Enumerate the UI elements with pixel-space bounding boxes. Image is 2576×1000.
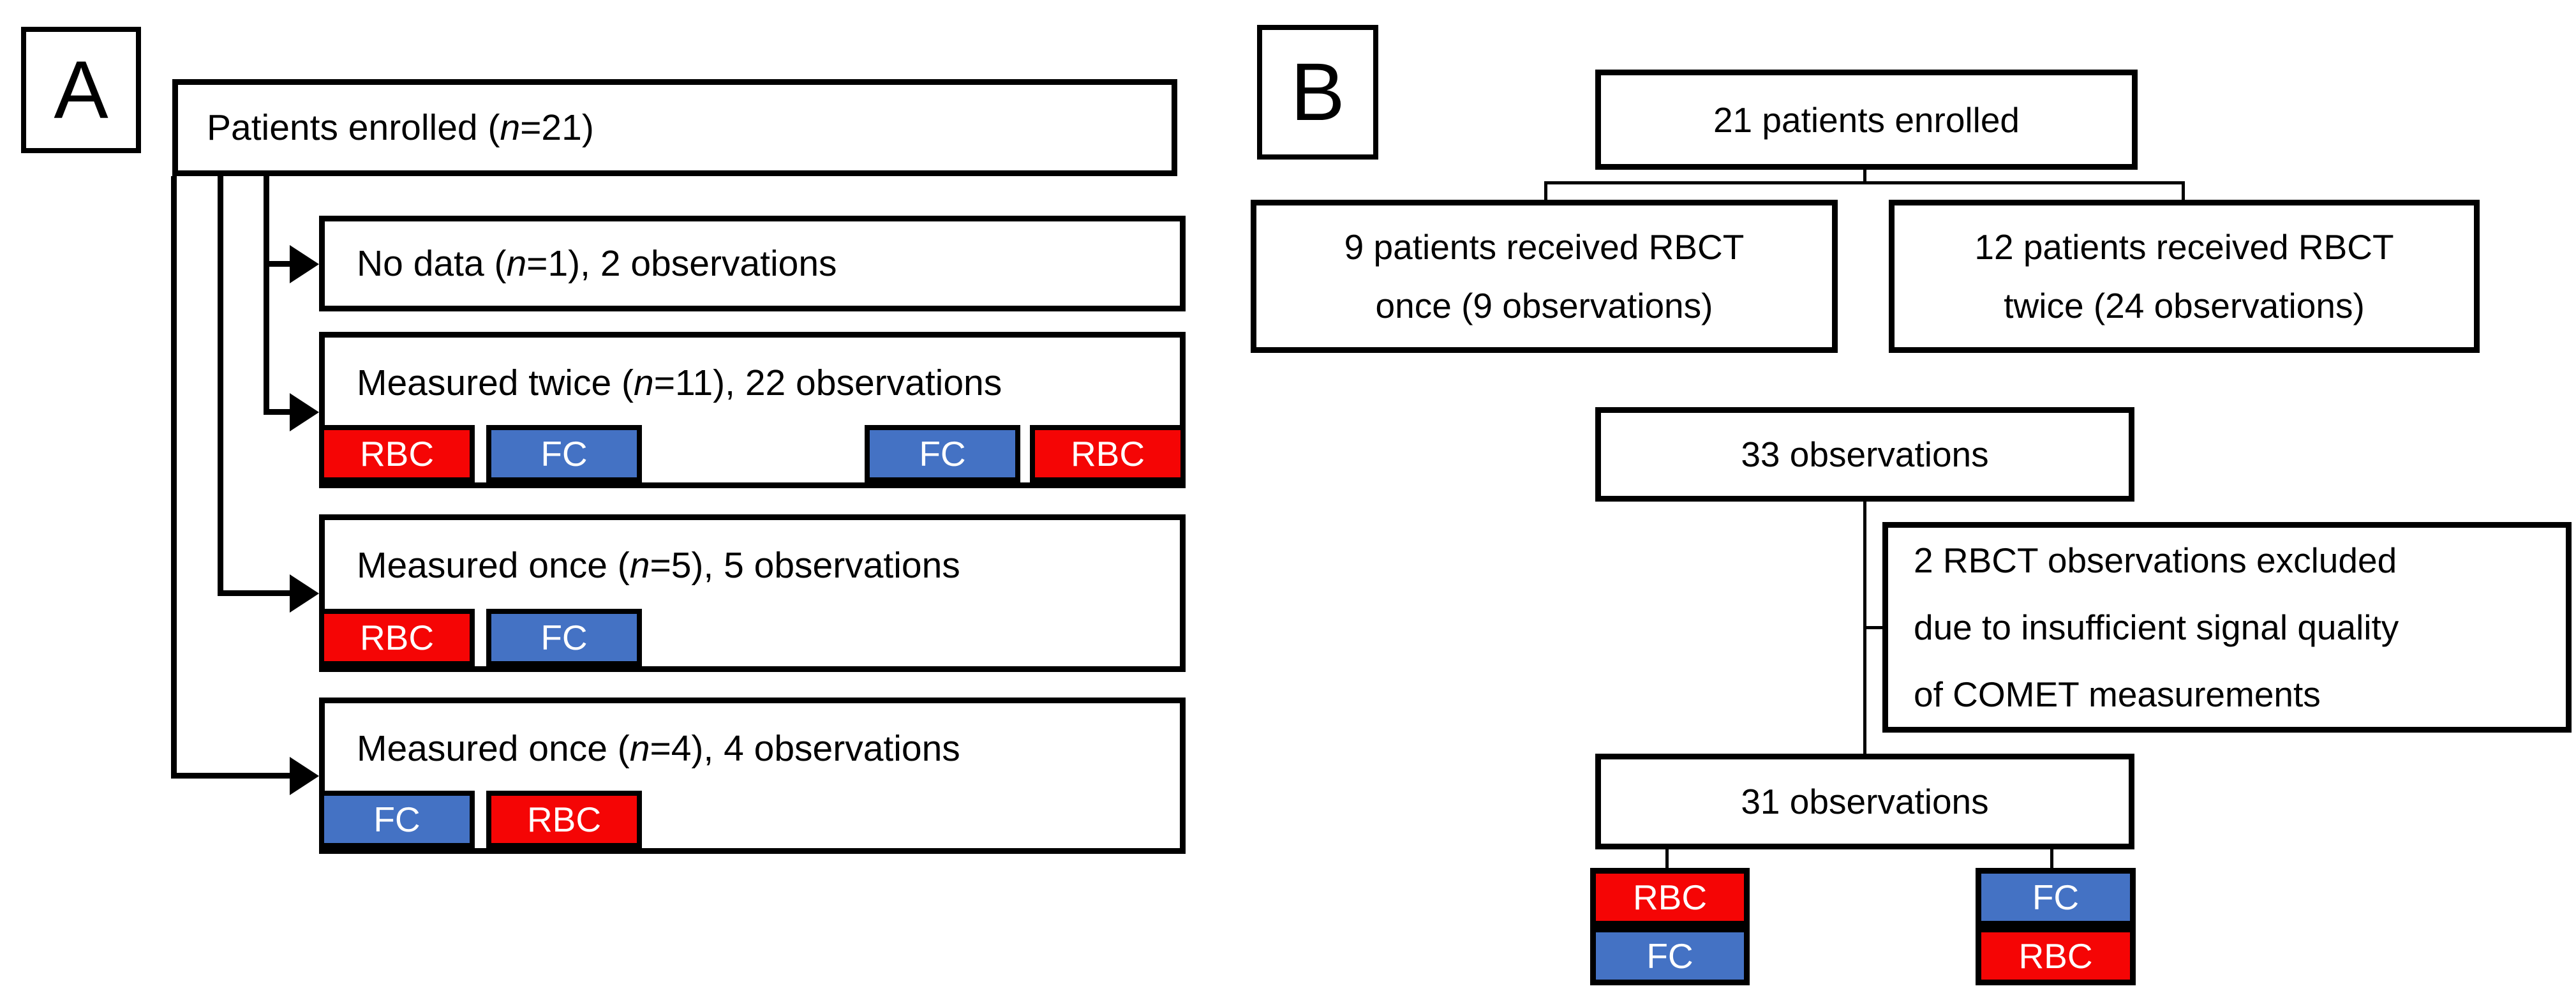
patients-enrolled-box: Patients enrolled (n =21)	[172, 79, 1177, 176]
chip-fc: FC	[865, 425, 1020, 482]
measured-once-4-text-row: Measured once (n =4), 4 observations	[357, 728, 960, 770]
received-twice-box: 12 patients received RBCT twice (24 obse…	[1889, 200, 2480, 353]
received-once-box: 9 patients received RBCT once (9 observa…	[1251, 200, 1838, 353]
received-once-line2: once (9 observations)	[1375, 286, 1713, 325]
connector-line	[171, 176, 177, 779]
patients-enrolled-count: =21)	[520, 107, 594, 148]
connector-line	[1544, 181, 2185, 184]
measured-twice-box: Measured twice (n =11), 22 observations R…	[319, 332, 1186, 488]
measured-twice-count: =11), 22 observations	[653, 362, 1002, 403]
no-data-count: =1), 2 observations	[526, 243, 837, 284]
no-data-text: No data (	[357, 243, 507, 284]
excluded-line1: 2 RBCT observations excluded	[1914, 540, 2397, 580]
measured-once-5-count: =5), 5 observations	[650, 545, 960, 586]
chip-rbc: RBC	[319, 425, 475, 482]
italic-n: n	[629, 545, 650, 586]
italic-n: n	[500, 107, 521, 148]
measured-once-5-box: Measured once (n =5), 5 observations RBC …	[319, 514, 1186, 672]
connector-line	[1863, 168, 1866, 184]
chip-rbc: RBC	[1030, 425, 1186, 482]
connector-line	[218, 590, 292, 596]
excluded-line3: of COMET measurements	[1914, 674, 2321, 714]
arrow-right-icon	[290, 574, 319, 613]
measured-once-5-text: Measured once (	[357, 545, 630, 586]
connector-line	[264, 409, 292, 415]
measured-twice-text: Measured twice (	[357, 362, 634, 403]
no-data-box: No data (n =1), 2 observations	[319, 216, 1186, 311]
connector-line	[264, 261, 292, 267]
italic-n: n	[629, 728, 650, 769]
italic-n: n	[634, 362, 654, 403]
measured-twice-text-row: Measured twice (n =11), 22 observations	[357, 362, 1002, 404]
excluded-box: 2 RBCT observations excluded due to insu…	[1882, 522, 2572, 733]
connector-line	[1665, 848, 1669, 869]
measured-once-5-text-row: Measured once (n =5), 5 observations	[357, 544, 960, 586]
received-twice-line1: 12 patients received RBCT	[1974, 227, 2394, 267]
panel-b-label: B	[1257, 25, 1378, 160]
patients-enrolled-text: Patients enrolled (	[207, 107, 500, 148]
received-twice-line2: twice (24 observations)	[2004, 286, 2365, 325]
measured-once-4-box: Measured once (n =4), 4 observations FC R…	[319, 698, 1186, 854]
chip-fc: FC	[1976, 868, 2136, 927]
observations-33-box: 33 observations	[1595, 407, 2134, 502]
arrow-right-icon	[290, 245, 319, 283]
connector-line	[171, 773, 292, 779]
measured-once-4-text: Measured once (	[357, 728, 630, 769]
received-once-line1: 9 patients received RBCT	[1344, 227, 1745, 267]
chip-fc: FC	[486, 609, 642, 666]
connector-line	[264, 176, 269, 415]
chip-fc: FC	[486, 425, 642, 482]
chip-fc: FC	[319, 791, 475, 848]
chip-rbc: RBC	[1590, 868, 1750, 927]
chip-fc: FC	[1590, 927, 1750, 985]
arrow-right-icon	[290, 757, 319, 795]
chip-rbc: RBC	[319, 609, 475, 666]
panel-a-label: A	[21, 27, 141, 153]
observations-31-box: 31 observations	[1595, 754, 2134, 849]
chip-rbc: RBC	[486, 791, 642, 848]
excluded-line2: due to insufficient signal quality	[1914, 607, 2399, 647]
measured-once-4-count: =4), 4 observations	[650, 728, 960, 769]
connector-line	[218, 176, 223, 596]
connector-line	[2050, 848, 2053, 869]
patients-enrolled-b-box: 21 patients enrolled	[1595, 70, 2138, 170]
chip-rbc: RBC	[1976, 927, 2136, 985]
connector-line	[1544, 181, 1547, 201]
arrow-right-icon	[290, 393, 319, 431]
connector-line	[2182, 181, 2185, 201]
italic-n: n	[506, 243, 527, 284]
connector-line	[1865, 626, 1884, 629]
